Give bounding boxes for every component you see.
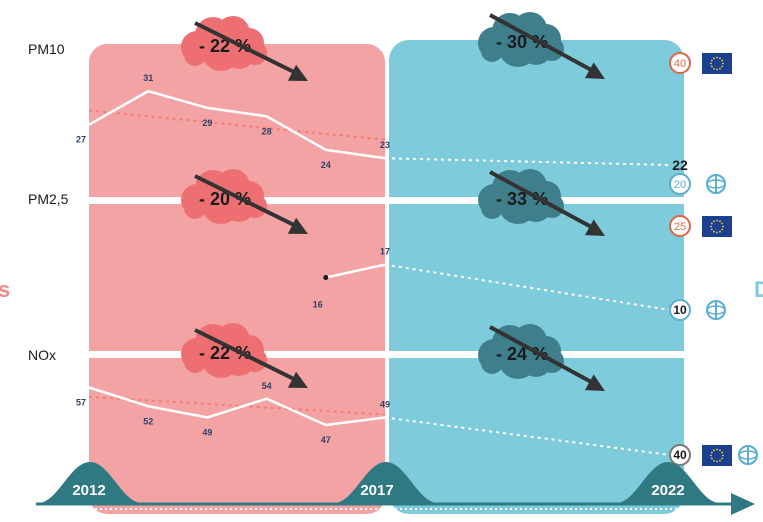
eu-flag-icon-pm10-star xyxy=(713,68,715,70)
eu-flag-icon-pm25-star xyxy=(713,231,715,233)
target-value-pm25: 10 xyxy=(673,303,687,317)
data-point-pm25 xyxy=(323,275,328,280)
change-cloud-2012-2017-pm10: - 22 % xyxy=(181,16,267,71)
eu-flag-icon-pm10-star xyxy=(711,66,713,68)
eu-flag-icon-nox-star xyxy=(722,455,724,457)
eu-flag-icon-pm25-star xyxy=(713,220,715,222)
left-edge-text: s xyxy=(0,277,10,302)
eu-limit-value-pm25: 25 xyxy=(674,221,686,233)
eu-flag-icon-nox-star xyxy=(721,452,723,454)
eu-flag-icon-pm10-star xyxy=(716,69,718,71)
who-guideline-value-pm10: 20 xyxy=(674,179,686,191)
target-value-nox: 40 xyxy=(673,448,687,462)
who-emblem-icon-nox xyxy=(735,442,761,468)
eu-flag-icon-pm25-star xyxy=(722,226,724,228)
eu-flag-icon-nox-star xyxy=(719,460,721,462)
eu-flag-icon-pm25-star xyxy=(716,232,718,234)
eu-flag-icon-pm25-star xyxy=(719,231,721,233)
eu-flag-icon-pm10-star xyxy=(719,57,721,59)
eu-flag-icon-nox xyxy=(702,445,732,466)
row-separator xyxy=(85,351,689,358)
eu-flag-icon-pm25-star xyxy=(721,223,723,225)
eu-flag-icon-nox-star xyxy=(716,449,718,451)
who-emblem-icon-pm10 xyxy=(703,171,729,197)
data-label-pm10: 27 xyxy=(76,135,86,145)
data-label-nox: 57 xyxy=(76,398,86,408)
eu-flag-icon-nox-star xyxy=(719,449,721,451)
eu-flag-icon-pm25-star xyxy=(711,223,713,225)
eu-flag-icon-pm10-field xyxy=(702,53,732,74)
data-label-nox: 52 xyxy=(143,416,153,426)
data-label-pm25: 17 xyxy=(380,247,390,257)
eu-flag-icon-pm10-star xyxy=(719,68,721,70)
eu-flag-icon-nox-field xyxy=(702,445,732,466)
eu-flag-icon-pm25-star xyxy=(721,229,723,231)
eu-flag-icon-pm10-star xyxy=(722,63,724,65)
eu-flag-icon-pm25-star xyxy=(710,226,712,228)
timeline-arrowhead xyxy=(731,493,755,515)
who-emblem-icon-pm25 xyxy=(703,297,729,323)
target-value-pm10: 22 xyxy=(672,157,688,173)
timeline-year-2012: 2012 xyxy=(72,482,105,499)
data-label-pm10: 31 xyxy=(143,73,153,83)
data-label-pm25: 16 xyxy=(313,300,323,310)
eu-flag-icon-pm25-field xyxy=(702,216,732,237)
eu-flag-icon-nox-star xyxy=(721,458,723,460)
pollutant-label-nox: NOx xyxy=(28,347,56,363)
eu-flag-icon-nox-star xyxy=(711,458,713,460)
data-label-pm10: 29 xyxy=(202,118,212,128)
data-label-pm10: 28 xyxy=(262,126,272,136)
right-edge-text: D xyxy=(754,277,763,302)
data-label-pm10: 23 xyxy=(380,140,390,150)
eu-flag-icon-pm25-star xyxy=(711,229,713,231)
eu-flag-icon-pm10-star xyxy=(716,57,718,59)
eu-flag-icon-pm10-star xyxy=(710,63,712,65)
eu-flag-icon-pm10 xyxy=(702,53,732,74)
eu-flag-icon-pm10-star xyxy=(721,66,723,68)
eu-flag-icon-pm10-star xyxy=(713,57,715,59)
eu-flag-icon-pm25 xyxy=(702,216,732,237)
pollutant-label-pm25: PM2,5 xyxy=(28,191,69,207)
change-cloud-2017-2022-pm10: - 30 % xyxy=(478,12,564,67)
data-label-pm10: 24 xyxy=(321,160,331,170)
data-label-nox: 49 xyxy=(202,428,212,438)
eu-flag-icon-nox-star xyxy=(713,449,715,451)
eu-flag-icon-pm25-star xyxy=(716,220,718,222)
timeline-year-2022: 2022 xyxy=(651,482,684,499)
eu-flag-icon-pm10-star xyxy=(721,60,723,62)
period-2017-2022-panel xyxy=(389,40,684,514)
eu-flag-icon-nox-star xyxy=(716,461,718,463)
eu-limit-value-pm10: 40 xyxy=(674,58,686,70)
row-separator xyxy=(85,197,689,204)
eu-flag-icon-nox-star xyxy=(710,455,712,457)
eu-flag-icon-pm10-star xyxy=(711,60,713,62)
eu-flag-icon-nox-star xyxy=(713,460,715,462)
eu-flag-icon-nox-star xyxy=(711,452,713,454)
data-label-nox: 47 xyxy=(321,435,331,445)
timeline-year-2017: 2017 xyxy=(360,482,393,499)
pollutant-label-pm10: PM10 xyxy=(28,41,65,57)
data-label-nox: 54 xyxy=(262,381,272,391)
data-label-nox: 49 xyxy=(380,400,390,410)
eu-flag-icon-pm25-star xyxy=(719,220,721,222)
